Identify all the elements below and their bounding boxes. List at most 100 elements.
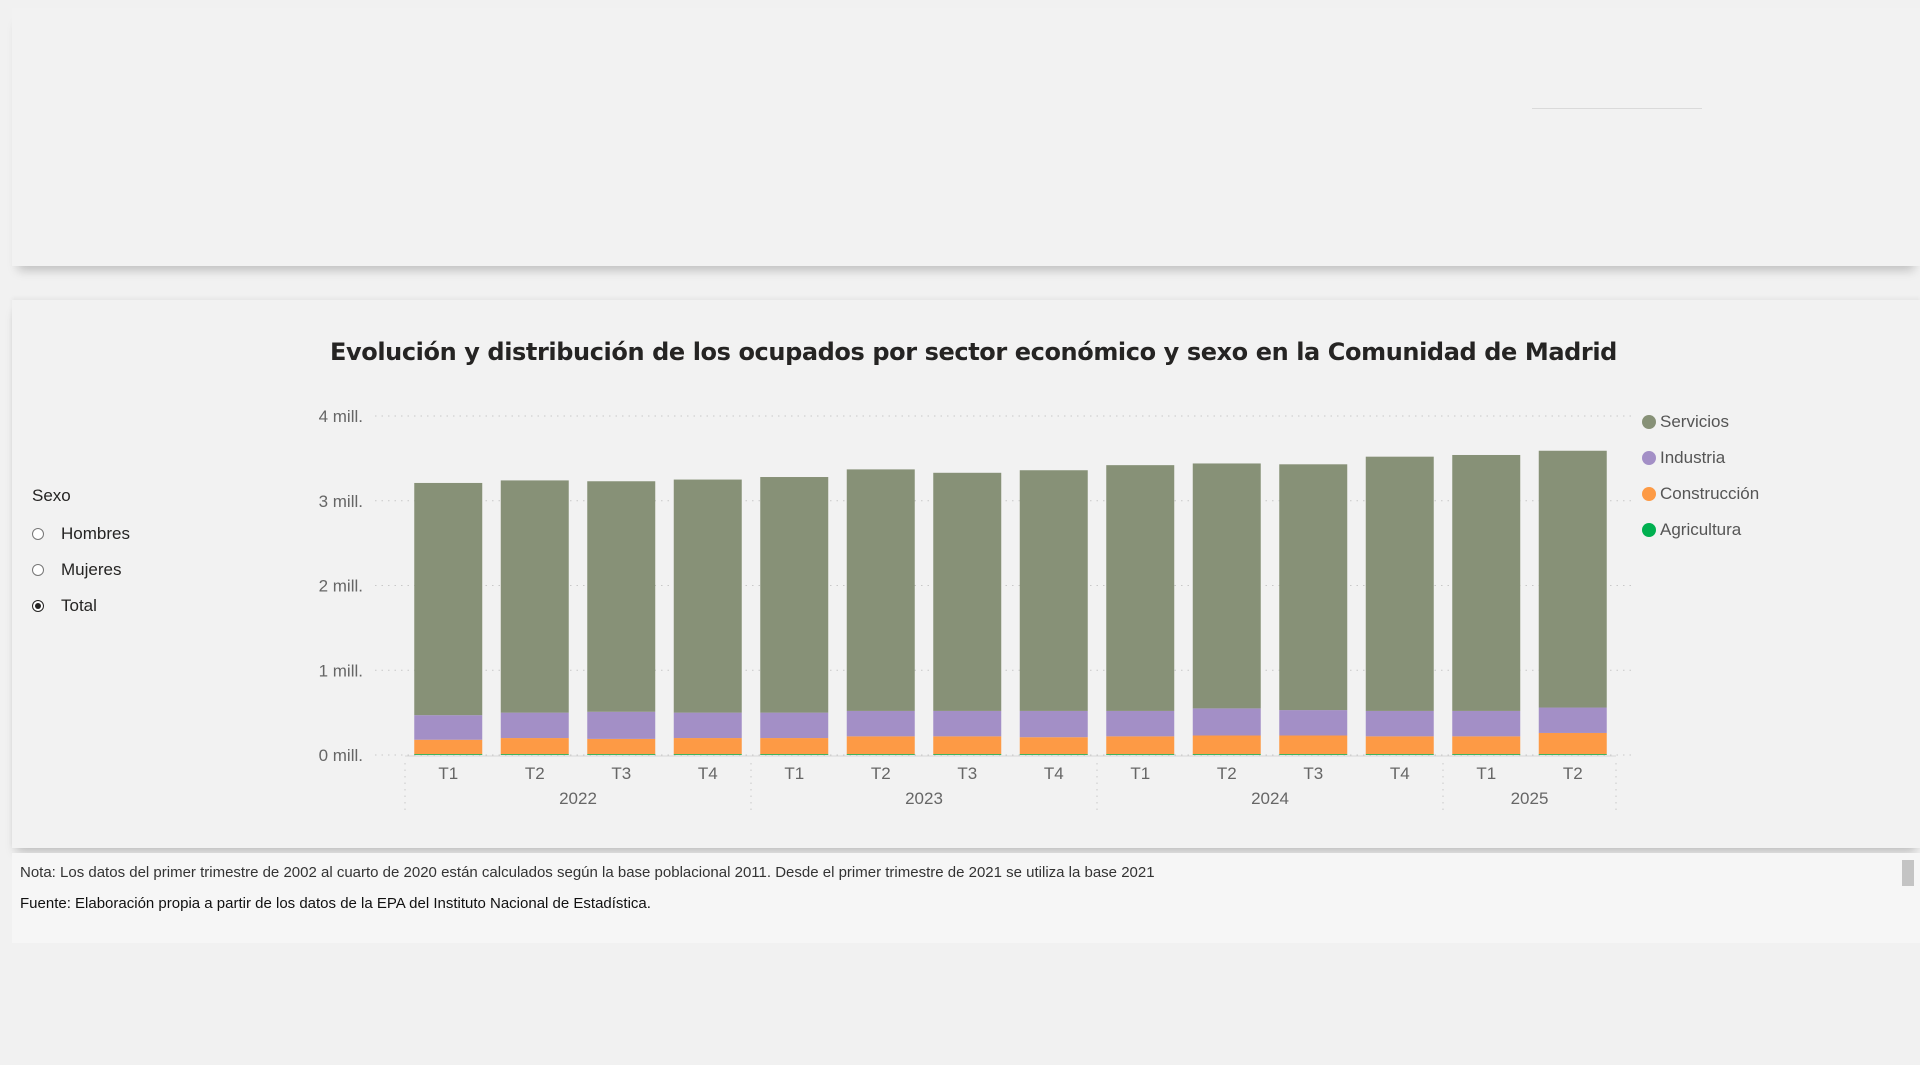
bar-servicios[interactable] xyxy=(1279,464,1348,711)
bar-construccion[interactable] xyxy=(1538,732,1607,755)
bar-industria[interactable] xyxy=(500,712,569,739)
bar-servicios[interactable] xyxy=(1538,450,1607,708)
bar-servicios[interactable] xyxy=(1019,470,1088,711)
slicer-option-total[interactable]: Total xyxy=(32,588,130,624)
x-tick-label: T4 xyxy=(698,764,718,783)
slicer-option-mujeres[interactable]: Mujeres xyxy=(32,552,130,588)
bar-agricultura[interactable] xyxy=(846,754,915,755)
sexo-slicer: Sexo Hombres Mujeres Total xyxy=(32,486,130,624)
bar-industria[interactable] xyxy=(1192,708,1261,736)
legend-label: Servicios xyxy=(1660,412,1729,431)
legend-item[interactable]: Servicios xyxy=(1642,404,1759,440)
bar-servicios[interactable] xyxy=(1452,454,1521,711)
bar-agricultura[interactable] xyxy=(1538,754,1607,755)
bar-agricultura[interactable] xyxy=(1192,754,1261,755)
y-tick-label: 0 mill. xyxy=(319,746,363,765)
bar-construccion[interactable] xyxy=(1106,736,1175,755)
legend-label: Agricultura xyxy=(1660,520,1742,539)
bar-industria[interactable] xyxy=(760,712,829,739)
bar-servicios[interactable] xyxy=(933,472,1002,711)
bar-agricultura[interactable] xyxy=(1106,754,1175,755)
year-label: 2022 xyxy=(559,789,597,808)
radio-icon[interactable] xyxy=(32,564,44,576)
nota-text: Nota: Los datos del primer trimestre de … xyxy=(20,864,1155,881)
bar-construccion[interactable] xyxy=(933,736,1002,755)
bar-construccion[interactable] xyxy=(414,739,483,755)
bar-servicios[interactable] xyxy=(500,480,569,713)
bar-construccion[interactable] xyxy=(1192,735,1261,755)
bar-agricultura[interactable] xyxy=(1019,754,1088,755)
legend-dot-icon xyxy=(1642,523,1656,537)
bar-construccion[interactable] xyxy=(673,738,742,755)
radio-selected-icon[interactable] xyxy=(32,600,44,612)
bar-construccion[interactable] xyxy=(1019,737,1088,755)
y-tick-label: 3 mill. xyxy=(319,492,363,511)
bar-industria[interactable] xyxy=(414,715,483,740)
bar-industria[interactable] xyxy=(933,710,1002,737)
bar-construccion[interactable] xyxy=(846,736,915,755)
slicer-option-label: Hombres xyxy=(61,524,130,543)
bar-agricultura[interactable] xyxy=(933,754,1002,755)
bar-agricultura[interactable] xyxy=(1452,754,1521,755)
x-tick-label: T1 xyxy=(1476,764,1496,783)
bar-agricultura[interactable] xyxy=(760,754,829,755)
legend-dot-icon xyxy=(1642,487,1656,501)
bar-agricultura[interactable] xyxy=(673,754,742,755)
bar-servicios[interactable] xyxy=(587,481,656,712)
bar-industria[interactable] xyxy=(587,711,656,739)
year-label: 2024 xyxy=(1251,789,1289,808)
bar-servicios[interactable] xyxy=(1106,465,1175,711)
bar-construccion[interactable] xyxy=(500,738,569,755)
bar-industria[interactable] xyxy=(1106,710,1175,737)
legend-dot-icon xyxy=(1642,451,1656,465)
legend-item[interactable]: Construcción xyxy=(1642,476,1759,512)
bar-construccion[interactable] xyxy=(1279,735,1348,755)
notes-panel xyxy=(12,853,1920,943)
bar-servicios[interactable] xyxy=(846,469,915,711)
bar-industria[interactable] xyxy=(1279,710,1348,736)
bar-servicios[interactable] xyxy=(1365,456,1434,711)
x-tick-label: T4 xyxy=(1390,764,1410,783)
legend-item[interactable]: Industria xyxy=(1642,440,1759,476)
scrollbar-thumb[interactable] xyxy=(1902,860,1914,886)
bar-industria[interactable] xyxy=(846,710,915,737)
bar-servicios[interactable] xyxy=(414,482,483,716)
radio-icon[interactable] xyxy=(32,528,44,540)
bar-construccion[interactable] xyxy=(587,738,656,755)
y-tick-label: 4 mill. xyxy=(319,407,363,426)
bar-servicios[interactable] xyxy=(673,479,742,713)
bar-agricultura[interactable] xyxy=(1365,754,1434,755)
bar-industria[interactable] xyxy=(673,712,742,739)
x-tick-label: T2 xyxy=(525,764,545,783)
legend-dot-icon xyxy=(1642,415,1656,429)
slicer-option-hombres[interactable]: Hombres xyxy=(32,516,130,552)
y-tick-label: 2 mill. xyxy=(319,577,363,596)
x-tick-label: T3 xyxy=(1303,764,1323,783)
y-tick-label: 1 mill. xyxy=(319,661,363,680)
bar-construccion[interactable] xyxy=(1452,736,1521,755)
x-tick-label: T2 xyxy=(1563,764,1583,783)
bar-agricultura[interactable] xyxy=(1279,754,1348,755)
bar-industria[interactable] xyxy=(1019,710,1088,738)
bar-industria[interactable] xyxy=(1538,707,1607,733)
fuente-text: Fuente: Elaboración propia a partir de l… xyxy=(20,895,651,912)
x-tick-label: T1 xyxy=(1130,764,1150,783)
bar-construccion[interactable] xyxy=(1365,736,1434,755)
year-label: 2023 xyxy=(905,789,943,808)
bar-agricultura[interactable] xyxy=(587,754,656,755)
x-tick-label: T1 xyxy=(784,764,804,783)
x-tick-label: T3 xyxy=(611,764,631,783)
bar-servicios[interactable] xyxy=(760,477,829,713)
legend-label: Industria xyxy=(1660,448,1726,467)
legend-item[interactable]: Agricultura xyxy=(1642,512,1759,548)
slicer-title: Sexo xyxy=(32,486,71,505)
bar-servicios[interactable] xyxy=(1192,463,1261,709)
bar-agricultura[interactable] xyxy=(500,754,569,755)
slicer-option-label: Mujeres xyxy=(61,560,122,579)
bar-industria[interactable] xyxy=(1452,710,1521,737)
bar-agricultura[interactable] xyxy=(414,754,483,755)
x-tick-label: T2 xyxy=(1217,764,1237,783)
bar-industria[interactable] xyxy=(1365,710,1434,737)
bar-construccion[interactable] xyxy=(760,738,829,755)
